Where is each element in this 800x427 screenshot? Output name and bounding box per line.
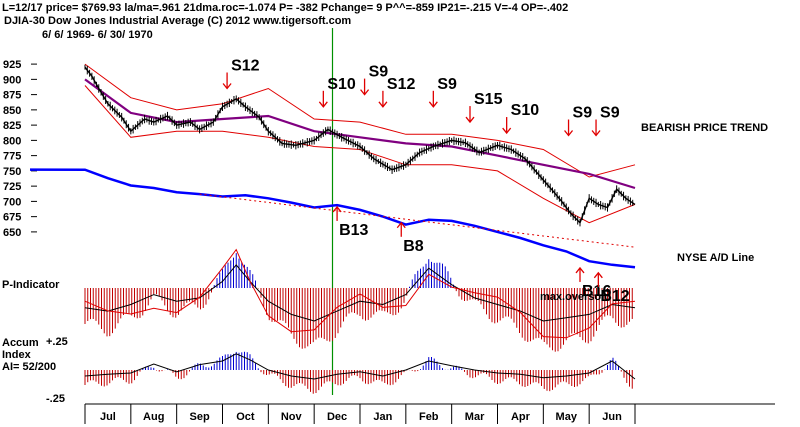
price-tick-label: 750 <box>3 166 21 178</box>
ad-trendline <box>199 193 636 248</box>
header-line-3: 6/ 6/ 1969- 6/ 30/ 1970 <box>42 29 153 41</box>
accum-label-3: AI= 52/200 <box>2 361 56 373</box>
buy-arrowhead-icon <box>396 221 406 229</box>
p-indicator-group <box>84 248 636 352</box>
sell-signal-label: S10 <box>327 76 356 93</box>
sell-arrowhead-icon <box>564 130 574 137</box>
price-tick-label: 800 <box>3 135 21 147</box>
price-tick-label: 900 <box>3 74 21 86</box>
sell-arrowhead-icon <box>465 116 475 124</box>
p-indicator-line <box>84 264 636 322</box>
month-label: May <box>556 411 578 423</box>
max-oversold-label: max.oversold <box>540 291 611 303</box>
month-label: Mar <box>465 411 485 423</box>
accum-plus-label: +.25 <box>46 336 68 348</box>
price-tick-label: 725 <box>3 181 21 193</box>
month-label: Jan <box>373 411 392 423</box>
sell-signal-label: S9 <box>437 76 457 93</box>
nyse-ad-label: NYSE A/D Line <box>677 252 754 264</box>
sell-arrowhead-icon <box>360 89 370 96</box>
sell-arrowhead-icon <box>502 127 512 135</box>
sell-arrowhead-icon <box>591 130 601 137</box>
month-label: Aug <box>143 411 164 423</box>
sell-arrowhead-icon <box>378 101 388 108</box>
month-label: Sep <box>189 411 209 423</box>
price-tick-label: 925 <box>3 59 21 71</box>
month-label: Nov <box>281 411 303 423</box>
price-tick-label: 650 <box>3 227 21 239</box>
buy-arrowhead-icon <box>593 271 603 279</box>
buy-signal-label: B13 <box>339 222 368 239</box>
month-label: Oct <box>236 411 255 423</box>
ma-line <box>84 78 636 190</box>
header-line-1: L=12/17 price= $769.93 la/ma=.961 21dma.… <box>2 2 568 14</box>
month-label: Jun <box>602 411 622 423</box>
accum-minus-label: -.25 <box>46 393 65 405</box>
accum-label-1: Accum <box>2 337 39 349</box>
p-indicator-label: P-Indicator <box>2 279 60 291</box>
price-tick-label: 850 <box>3 105 21 117</box>
accum-index-group <box>84 351 636 394</box>
sell-signal-label: S12 <box>231 58 260 75</box>
header-line-2: DJIA-30 Dow Jones Industrial Average (C)… <box>4 15 351 27</box>
buy-signal-label: B12 <box>600 288 629 305</box>
sell-signal-label: S9 <box>369 64 389 81</box>
month-label: Jul <box>100 411 116 423</box>
sell-signal-label: S12 <box>387 76 416 93</box>
accum-ma-line <box>84 353 636 380</box>
month-label: Feb <box>419 411 439 423</box>
p-indicator-ma <box>84 248 636 339</box>
sell-signal-label: S9 <box>600 104 620 121</box>
sell-arrowhead-icon <box>222 83 232 90</box>
ad-line-group <box>29 168 636 269</box>
upper-band-line <box>84 63 636 178</box>
price-axis-ticks: 925 900 875 850 825 800 775 750 725 700 675 650 <box>3 59 37 239</box>
sell-arrowhead-icon <box>318 101 328 108</box>
bearish-label: BEARISH PRICE TREND <box>641 122 768 134</box>
buy-signal-label: B16 <box>582 283 611 300</box>
sell-signal-label: S9 <box>573 104 593 121</box>
price-tick-label: 775 <box>3 151 21 163</box>
ad-line <box>29 168 636 269</box>
buy-signal-label: B8 <box>403 238 424 255</box>
sell-signal-label: S10 <box>511 102 540 119</box>
price-tick-label: 700 <box>3 196 21 208</box>
month-label: Dec <box>327 411 347 423</box>
price-tick-label: 675 <box>3 212 21 224</box>
lower-band-line <box>84 85 636 224</box>
price-series-group <box>84 64 636 227</box>
buy-arrowhead-icon <box>575 266 585 274</box>
sell-signal-label: S15 <box>474 91 503 108</box>
accum-label-2: Index <box>2 349 32 361</box>
price-tick-label: 825 <box>3 120 21 132</box>
month-axis-group: Jul Aug Sep Oct Nov Dec Jan Feb Mar Apr May Jun <box>84 403 775 424</box>
buy-arrowhead-icon <box>332 205 342 213</box>
sell-arrowhead-icon <box>428 101 438 108</box>
month-label: Apr <box>511 411 531 423</box>
price-tick-label: 875 <box>3 90 21 102</box>
